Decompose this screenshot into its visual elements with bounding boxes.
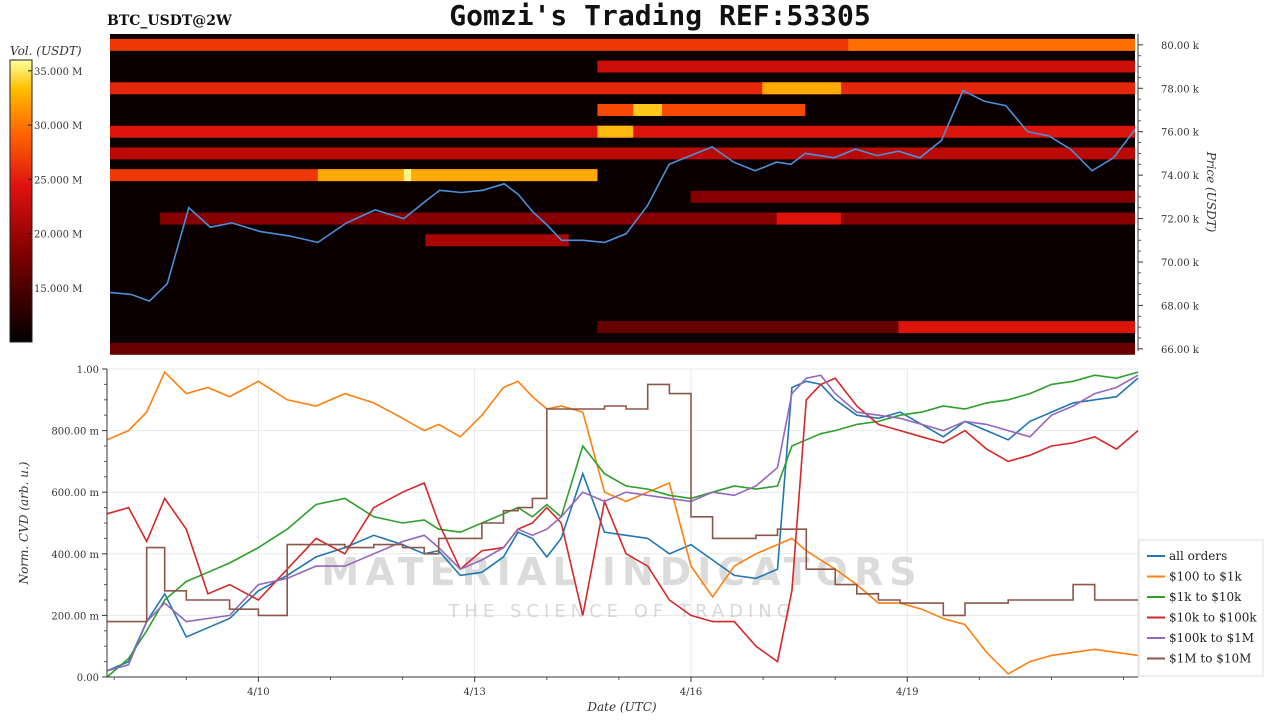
symbol-label: BTC_USDT@2W xyxy=(107,13,232,29)
colorbar: Vol. (USDT) 35.000 M 30.000 M 25.000 M 20.0… xyxy=(9,44,82,343)
colorbar-tick-label: 25.000 M xyxy=(34,175,82,186)
cvd-y-tick-label: 200.00 m xyxy=(51,611,99,622)
legend-label: $1M to $10M xyxy=(1169,652,1251,666)
cvd-y-tick-label: 400.00 m xyxy=(51,550,99,561)
cvd-series-line xyxy=(106,371,1139,678)
price-tick-label: 70.00 k xyxy=(1161,258,1200,269)
cvd-series-line xyxy=(106,377,1139,672)
heatmap-band xyxy=(110,38,1135,51)
cvd-panel: MATERIAL INDICATORS THE SCIENCE OF TRADI… xyxy=(17,365,1264,714)
legend-label: all orders xyxy=(1169,549,1227,563)
cvd-series-line xyxy=(106,377,1139,663)
price-tick-label: 72.00 k xyxy=(1161,215,1200,226)
price-tick-label: 66.00 k xyxy=(1161,345,1200,356)
legend-label: $10k to $100k xyxy=(1169,611,1257,625)
colorbar-gradient xyxy=(9,59,33,343)
colorbar-label: Vol. (USDT) xyxy=(10,44,82,58)
heatmap-band xyxy=(597,104,806,116)
watermark-line2: THE SCIENCE OF TRADING xyxy=(447,601,795,622)
heatmap-band xyxy=(690,190,1135,203)
heatmap-band xyxy=(110,82,1135,95)
heatmap-band xyxy=(110,342,1135,355)
heatmap-band xyxy=(160,212,1136,225)
colorbar-tick-label: 35.000 M xyxy=(34,67,82,78)
heatmap-band xyxy=(633,104,662,116)
colorbar-tick-label: 30.000 M xyxy=(34,121,82,132)
legend-box xyxy=(1138,539,1264,677)
date-tick-label: 4/10 xyxy=(247,687,269,698)
heatmap-band xyxy=(597,321,1135,334)
legend-label: $100k to $1M xyxy=(1169,631,1254,645)
cvd-y-tick-label: 800.00 m xyxy=(51,427,99,438)
heatmap-band xyxy=(425,234,569,247)
heatmap-band xyxy=(317,169,598,182)
cvd-y-tick-label: 0.00 xyxy=(77,673,99,684)
heatmap-panel: 80.00 k 78.00 k 76.00 k 74.00 k 72.00 k 70.00… xyxy=(109,34,1218,356)
heatmap-band xyxy=(110,147,1135,160)
cvd-y-tick-label: 600.00 m xyxy=(51,488,99,499)
price-tick-label: 80.00 k xyxy=(1161,41,1200,52)
cvd-axis-title: Norm. CVD (arb. u.) xyxy=(17,461,31,585)
date-axis-title: Date (UTC) xyxy=(586,700,656,714)
heatmap-band xyxy=(762,82,842,95)
heatmap-band xyxy=(848,38,1135,51)
colorbar-tick-label: 20.000 M xyxy=(34,230,82,241)
heatmap-band xyxy=(898,321,1135,334)
heatmap-band xyxy=(776,212,842,225)
price-tick-label: 76.00 k xyxy=(1161,128,1200,139)
cvd-series-line xyxy=(107,383,1138,623)
cvd-y-tick-label: 1.00 xyxy=(77,365,99,376)
date-tick-label: 4/19 xyxy=(896,687,918,698)
heatmap-band xyxy=(597,60,1135,73)
cvd-series-line xyxy=(106,370,1139,675)
legend: all orders $100 to $1k $1k to $10k $10k to … xyxy=(1138,539,1264,677)
cvd-series-line xyxy=(106,374,1139,672)
price-line xyxy=(109,89,1136,303)
price-tick-label: 74.00 k xyxy=(1161,171,1200,182)
price-tick-label: 78.00 k xyxy=(1161,84,1200,95)
heatmap-band xyxy=(403,169,412,182)
colorbar-tick-label: 15.000 M xyxy=(34,284,82,295)
date-tick-label: 4/16 xyxy=(680,687,702,698)
watermark-line1: MATERIAL INDICATORS xyxy=(321,550,922,594)
cvd-plot-area xyxy=(106,368,1139,678)
heatmap-band xyxy=(597,125,634,138)
legend-label: $1k to $10k xyxy=(1169,590,1242,604)
legend-label: $100 to $1k xyxy=(1169,570,1242,584)
price-axis-title: Price (USDT) xyxy=(1204,151,1218,233)
price-tick-label: 68.00 k xyxy=(1161,301,1200,312)
date-tick-label: 4/13 xyxy=(463,687,485,698)
chart-title: Gomzi's Trading REF:53305 xyxy=(449,0,870,32)
